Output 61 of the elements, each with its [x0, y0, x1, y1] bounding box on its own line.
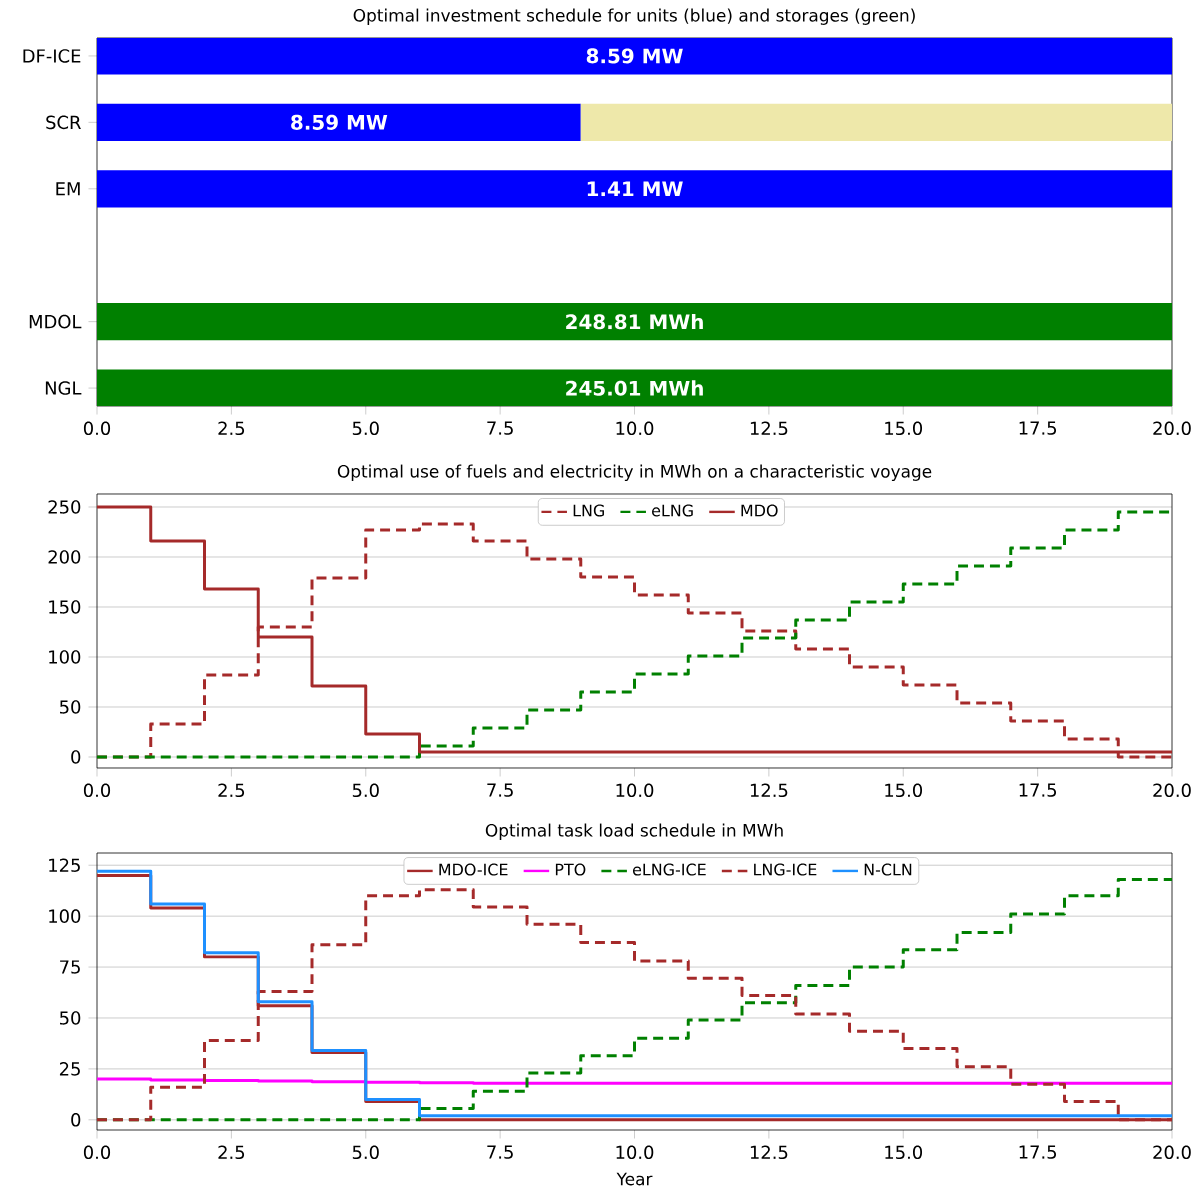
x-tick-label: 5.0 [352, 783, 379, 798]
x-tick-label: 5.0 [352, 1145, 379, 1160]
x-tick-label: 20.0 [1153, 421, 1191, 436]
y-tick-label: 50 [60, 700, 81, 714]
x-tick-label: 12.5 [750, 1145, 788, 1160]
y-tick-label: DF-ICE [23, 49, 81, 63]
y-tick-label: 125 [49, 858, 80, 872]
x-tick-label: 15.0 [885, 783, 923, 798]
x-tick-label: 15.0 [885, 421, 923, 436]
y-tick-label: 0 [71, 1113, 81, 1127]
y-tick-label: SCR [46, 115, 81, 130]
y-tick-label: EM [56, 182, 80, 196]
x-tick-label: 10.0 [616, 783, 654, 798]
annotation: 8.59 MW [291, 114, 388, 130]
x-tick-label: 0.0 [83, 783, 111, 798]
x-tick-label: 17.5 [1019, 783, 1057, 797]
y-tick-label: 25 [59, 1062, 80, 1076]
x-tick-label: 5.0 [352, 421, 379, 436]
chart-title: Optimal task load schedule in MWh [485, 823, 783, 840]
annotation: 248.81 MWh [566, 313, 703, 330]
x-tick-label: 2.5 [218, 1145, 245, 1160]
y-tick-label: 100 [49, 909, 81, 923]
x-tick-label: 20.0 [1153, 1145, 1191, 1160]
x-tick-label: 7.5 [487, 421, 513, 435]
legend-label: N-CLN [864, 863, 912, 876]
y-tick-label: 75 [60, 960, 80, 974]
legend-label: eLNG [652, 504, 693, 517]
annotation: 245.01 MWh [566, 380, 703, 396]
x-tick-label: 12.5 [750, 421, 788, 436]
x-tick-label: 17.5 [1019, 1145, 1057, 1159]
chart-title: Optimal investment schedule for units (blue) and storages (green) [353, 8, 915, 25]
legend-label: MDO-ICE [439, 863, 508, 876]
x-tick-label: 7.5 [487, 783, 513, 797]
y-tick-label: 250 [48, 500, 81, 514]
annotation: 1.41 MW [587, 181, 683, 197]
x-tick-label: 10.0 [616, 1145, 654, 1160]
x-tick-label: 0.0 [83, 1145, 111, 1160]
y-tick-label: 100 [49, 650, 81, 664]
x-tick-label: 12.5 [750, 783, 788, 798]
y-tick-label: 0 [71, 750, 81, 764]
x-tick-label: 2.5 [218, 783, 245, 798]
x-tick-label: 2.5 [218, 421, 245, 436]
x-axis-title: Year [616, 1172, 653, 1186]
chart-title: Optimal use of fuels and electricity in MWh on a characteristic voyage [337, 464, 932, 481]
legend-label: LNG [573, 504, 604, 517]
y-tick-label: 150 [49, 600, 81, 614]
x-tick-label: 20.0 [1153, 783, 1191, 798]
y-tick-label: 50 [60, 1011, 81, 1025]
x-tick-label: 15.0 [885, 1145, 923, 1160]
legend-label: MDO [741, 504, 778, 517]
x-tick-label: 7.5 [487, 1145, 513, 1159]
x-tick-label: 0.0 [83, 421, 111, 436]
legend-label: eLNG-ICE [632, 863, 706, 876]
y-tick-label: 200 [48, 550, 81, 564]
y-tick-label: NGL [45, 381, 82, 395]
annotation: 8.59 MW [586, 48, 683, 64]
legend-label: LNG-ICE [754, 863, 817, 876]
x-tick-label: 17.5 [1019, 421, 1057, 435]
y-tick-label: MDOL [29, 314, 82, 329]
legend-label: PTO [555, 863, 586, 876]
x-tick-label: 10.0 [616, 421, 654, 436]
